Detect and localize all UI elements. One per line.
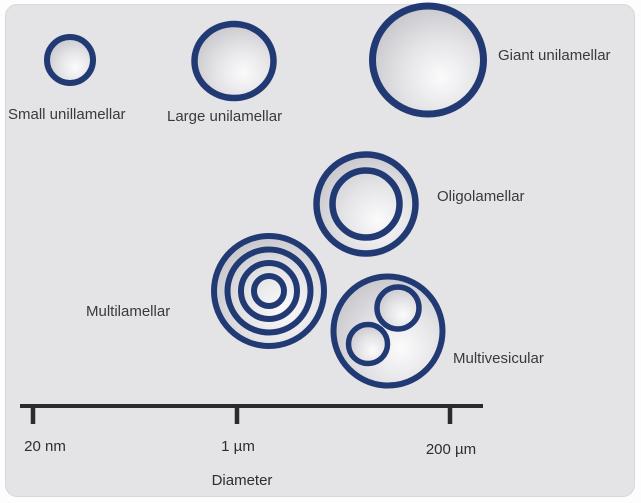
tick-label-1um: 1 µm [221, 438, 255, 455]
multivesicular-inner-vesicle-1 [374, 284, 422, 332]
large-unilamellar-vesicle [191, 20, 277, 102]
multilamellar-vesicle [211, 233, 327, 349]
label-multilamellar: Multilamellar [86, 303, 171, 320]
label-large-unilamellar: Large unilamellar [167, 108, 283, 125]
oligolamellar-inner-ring [329, 167, 403, 241]
multivesicular-inner-vesicle-2 [345, 321, 391, 367]
small-unilamellar-vesicle [44, 34, 96, 86]
tick-label-20nm: 20 nm [24, 438, 66, 455]
multivesicular-vesicle [330, 273, 446, 389]
multilamellar-ring-2 [224, 246, 314, 336]
diagram-panel [5, 4, 635, 497]
diameter-axis [20, 404, 483, 424]
multilamellar-ring-3 [238, 260, 300, 322]
label-multivesicular: Multivesicular [453, 350, 544, 367]
multilamellar-ring-4 [251, 273, 287, 309]
label-oligolamellar: Oligolamellar [437, 188, 525, 205]
giant-unilamellar-vesicle [369, 2, 487, 118]
tick-label-200um: 200 µm [425, 441, 477, 458]
oligolamellar-vesicle [313, 151, 419, 257]
label-giant-unilamellar: Giant unilamellar [498, 47, 611, 64]
axis-title-diameter: Diameter [211, 472, 273, 489]
label-small-unilamellar: Small unillamellar [8, 106, 126, 123]
